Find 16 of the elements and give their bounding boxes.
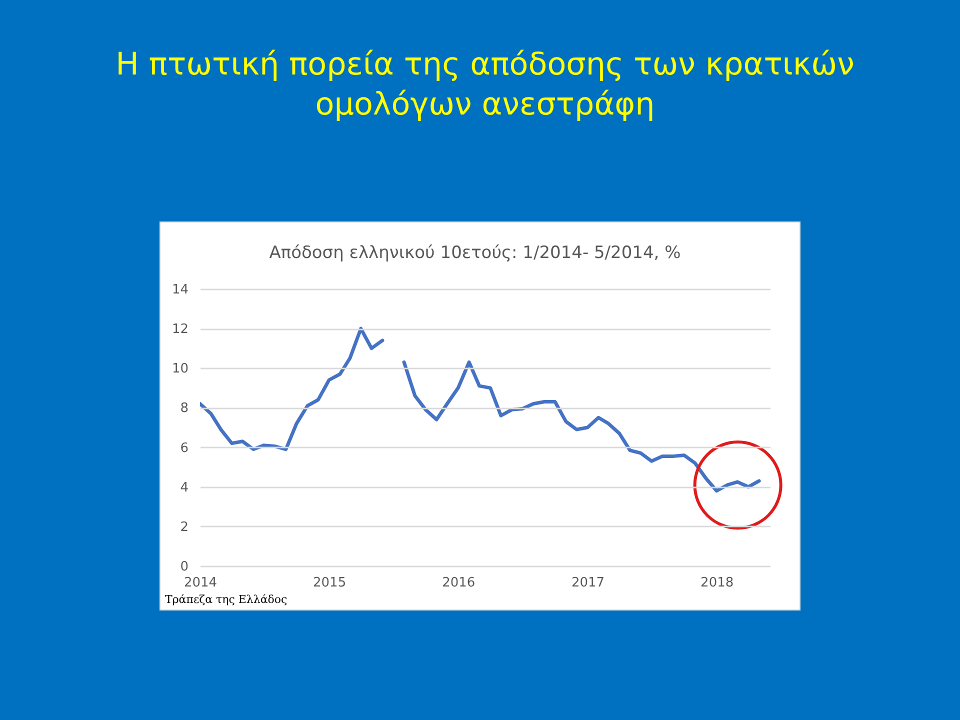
y-tick-label: 8 bbox=[180, 401, 188, 416]
y-tick-label: 4 bbox=[180, 480, 188, 496]
y-tick-label: 12 bbox=[172, 322, 188, 338]
y-tick-label: 0 bbox=[180, 560, 188, 574]
y-tick-label: 6 bbox=[180, 440, 188, 456]
x-tick-label: 2017 bbox=[571, 576, 605, 590]
x-tick-label: 2014 bbox=[184, 576, 218, 590]
y-tick-label: 2 bbox=[180, 520, 188, 535]
text: Τράπεζα της Ελλάδος bbox=[165, 593, 288, 606]
chart-subtitle: Απόδοση ελληνικού 10ετούς: 1/2014- 5/2014, % bbox=[269, 243, 681, 263]
x-tick-label: 2015 bbox=[313, 576, 346, 590]
x-tick-label: 2018 bbox=[700, 576, 734, 590]
x-tick-label: 2016 bbox=[442, 576, 476, 590]
y-tick-label: 14 bbox=[172, 282, 188, 298]
y-tick-label: 10 bbox=[172, 362, 188, 377]
chart-title: Η πτωτική πορεία της απόδοσης των κρατικών ομολόγων ανεστράφη bbox=[116, 46, 854, 122]
